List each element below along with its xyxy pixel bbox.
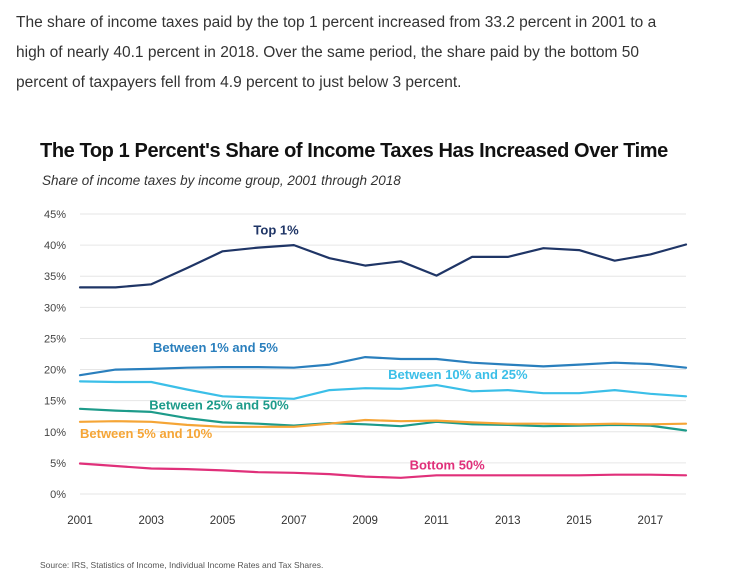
x-tick-label: 2013 (495, 515, 521, 527)
x-tick-label: 2003 (138, 515, 164, 527)
intro-line-3: percent of taxpayers fell from 4.9 perce… (16, 74, 462, 91)
x-tick-label: 2005 (210, 515, 236, 527)
x-tick-label: 2011 (424, 515, 449, 527)
y-tick-label: 0% (50, 489, 66, 501)
y-tick-label: 10% (44, 427, 66, 439)
y-tick-label: 35% (44, 271, 66, 283)
series-label: Bottom 50% (410, 458, 486, 473)
series-label: Between 25% and 50% (149, 397, 289, 412)
intro-line-2: high of nearly 40.1 percent in 2018. Ove… (16, 44, 639, 61)
x-tick-label: 2001 (67, 515, 93, 527)
y-tick-label: 30% (44, 302, 66, 314)
intro-line-1: The share of income taxes paid by the to… (16, 14, 657, 31)
series-label: Between 10% and 25% (388, 367, 528, 382)
series-line (78, 243, 688, 289)
y-tick-label: 5% (50, 458, 66, 470)
y-tick-label: 45% (44, 209, 66, 221)
series-label: Between 1% and 5% (153, 340, 278, 355)
series-line (78, 356, 688, 377)
x-tick-label: 2015 (566, 515, 592, 527)
chart-figure: The Top 1 Percent's Share of Income Taxe… (22, 118, 706, 578)
y-tick-label: 20% (44, 365, 66, 377)
series-line (78, 418, 688, 428)
series-label: Top 1% (253, 223, 299, 238)
y-tick-label: 15% (44, 396, 66, 408)
series-label: Between 5% and 10% (80, 426, 213, 441)
x-tick-label: 2007 (281, 515, 307, 527)
series-line (78, 407, 688, 432)
chart-title: The Top 1 Percent's Share of Income Taxe… (40, 140, 668, 162)
chart-subtitle: Share of income taxes by income group, 2… (42, 173, 401, 188)
intro-paragraph: The share of income taxes paid by the to… (16, 8, 716, 98)
y-tick-label: 40% (44, 240, 66, 252)
line-chart: 0% 5% 10% 15% 20% 25% 30% 35% 40% 45% 2001 2003 2005… (44, 209, 688, 527)
x-tick-label: 2009 (352, 515, 378, 527)
chart-source: Source: IRS, Statistics of Income, Indiv… (40, 560, 324, 570)
x-tick-label: 2017 (638, 515, 664, 527)
series-line (78, 462, 688, 479)
y-tick-label: 25% (44, 333, 66, 345)
series-line (78, 380, 688, 400)
